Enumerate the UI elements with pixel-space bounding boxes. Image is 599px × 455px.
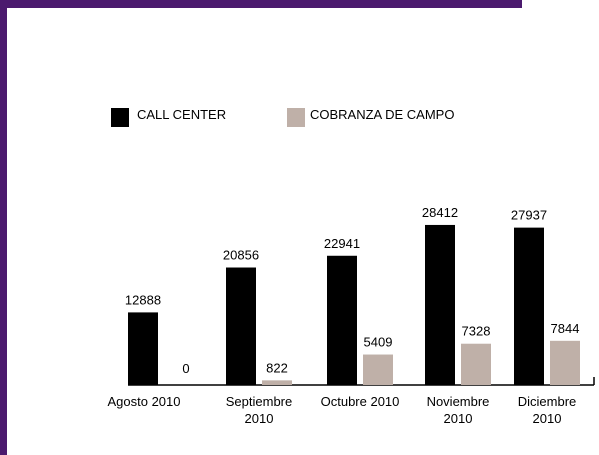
x-tick-label: Diciembre 2010 [517,394,577,426]
data-label: 27937 [511,208,547,223]
bar [514,227,544,385]
bar [327,255,357,385]
data-label: 7844 [551,321,580,336]
bar [226,267,256,385]
x-tick-label: Septiembre 2010 [225,394,293,426]
bar [128,312,158,385]
top-bar [0,0,522,8]
bar [363,354,393,385]
data-label: 20856 [223,248,259,263]
data-label: 22941 [324,236,360,251]
legend-label: CALL CENTER [137,107,226,122]
legend-swatch [287,108,305,127]
left-bar [0,0,7,455]
legend-label: COBRANZA DE CAMPO [310,107,454,122]
bar [425,224,455,385]
data-label: 28412 [422,205,458,220]
x-tick-label: Agosto 2010 [107,394,181,409]
bar [461,343,491,385]
bar [550,340,580,385]
data-label: 5409 [364,335,393,350]
legend-swatch [111,108,129,127]
data-label: 7328 [462,324,491,339]
data-label: 822 [266,360,288,375]
x-tick-label: Octubre 2010 [320,394,400,409]
data-label: 0 [182,361,189,376]
bar [262,380,292,385]
x-tick-label: Noviembre 2010 [426,394,490,426]
data-label: 12888 [125,292,161,307]
